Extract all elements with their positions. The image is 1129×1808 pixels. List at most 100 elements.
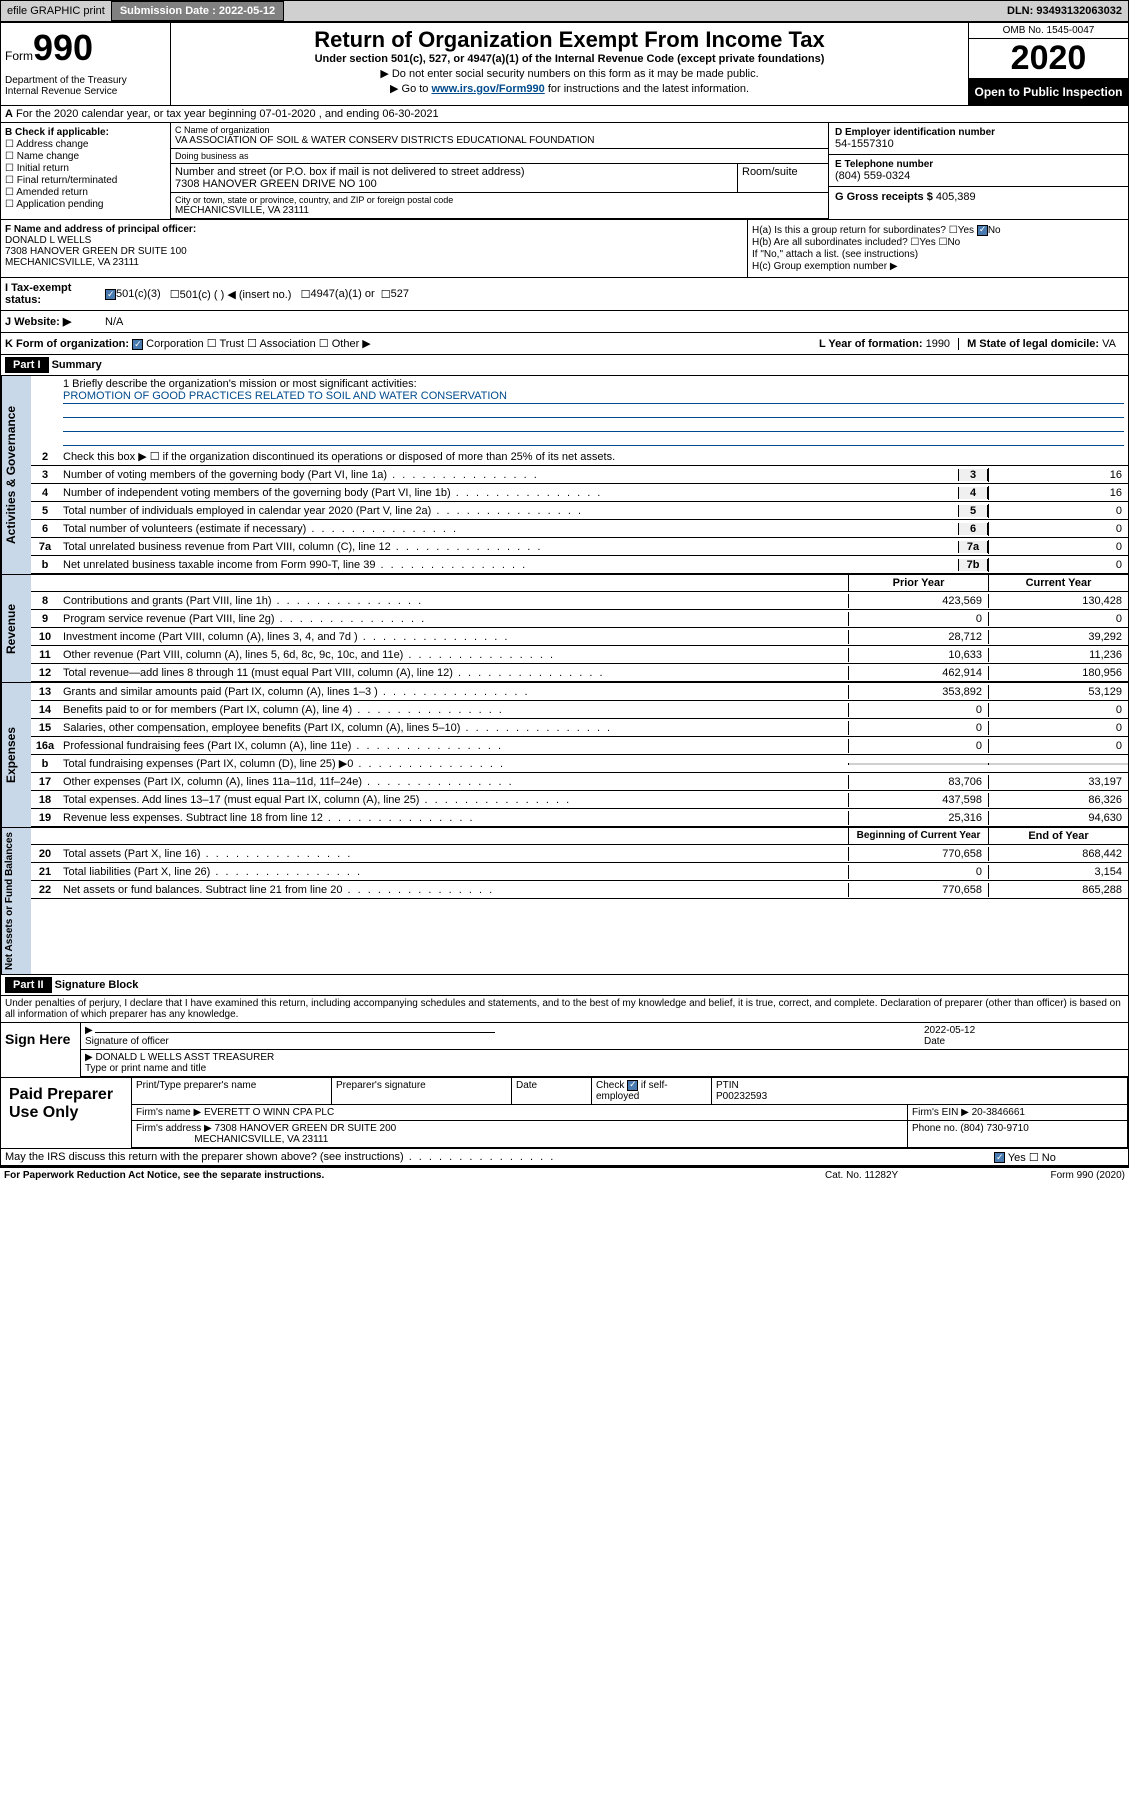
line-4: 4Number of independent voting members of… xyxy=(31,484,1128,502)
instructions-link[interactable]: www.irs.gov/Form990 xyxy=(431,83,544,95)
end-year-header: End of Year xyxy=(988,828,1128,844)
efile-label: efile GRAPHIC print xyxy=(1,2,111,20)
officer-addr1: 7308 HANOVER GREEN DR SUITE 100 xyxy=(5,246,187,257)
line-16a: 16aProfessional fundraising fees (Part I… xyxy=(31,737,1128,755)
chk-501c3[interactable] xyxy=(105,289,116,300)
group-return-box: H(a) Is this a group return for subordin… xyxy=(748,220,1128,277)
revenue-header-row: Prior Year Current Year xyxy=(31,575,1128,592)
net-assets-label: Net Assets or Fund Balances xyxy=(1,828,31,974)
signature-date: 2022-05-12 xyxy=(924,1025,975,1036)
penalty-statement: Under penalties of perjury, I declare th… xyxy=(1,996,1128,1023)
form-header: Form990 Department of the Treasury Inter… xyxy=(1,23,1128,106)
form-footer: Form 990 (2020) xyxy=(985,1170,1125,1181)
top-toolbar: efile GRAPHIC print Submission Date : 20… xyxy=(0,0,1129,22)
chk-amended[interactable]: ☐ Amended return xyxy=(5,187,166,198)
org-name: VA ASSOCIATION OF SOIL & WATER CONSERV D… xyxy=(175,135,824,146)
line-b: bTotal fundraising expenses (Part IX, co… xyxy=(31,755,1128,773)
sign-here-row: Sign Here ▶ Signature of officer 2022-05… xyxy=(1,1023,1128,1077)
form-number: 990 xyxy=(33,27,93,68)
open-inspection-badge: Open to Public Inspection xyxy=(969,79,1128,105)
line-12: 12Total revenue—add lines 8 through 11 (… xyxy=(31,664,1128,682)
firm-addr2: MECHANICSVILLE, VA 23111 xyxy=(194,1134,328,1145)
governance-label: Activities & Governance xyxy=(1,376,31,574)
tax-year: 2020 xyxy=(969,39,1128,79)
fgh-row: F Name and address of principal officer:… xyxy=(1,220,1128,278)
line-8: 8Contributions and grants (Part VIII, li… xyxy=(31,592,1128,610)
telephone-value: (804) 559-0324 xyxy=(835,170,1122,182)
department-label: Department of the Treasury Internal Reve… xyxy=(5,75,166,97)
tax-exempt-row: I Tax-exempt status: 501(c)(3) ☐ 501(c) … xyxy=(1,278,1128,311)
dba-row: Doing business as xyxy=(171,149,828,164)
form-document: Form990 Department of the Treasury Inter… xyxy=(0,22,1129,1167)
revenue-label: Revenue xyxy=(1,575,31,682)
net-header-row: Beginning of Current Year End of Year xyxy=(31,828,1128,845)
firm-name: EVERETT O WINN CPA PLC xyxy=(204,1107,334,1118)
omb-number: OMB No. 1545-0047 xyxy=(969,23,1128,39)
officer-name: DONALD L WELLS xyxy=(5,235,91,246)
form-title: Return of Organization Exempt From Incom… xyxy=(179,27,960,53)
principal-officer-box: F Name and address of principal officer:… xyxy=(1,220,748,277)
line-20: 20Total assets (Part X, line 16)770,6588… xyxy=(31,845,1128,863)
line-2: 2Check this box ▶ ☐ if the organization … xyxy=(31,448,1128,466)
note-link: ▶ Go to www.irs.gov/Form990 for instruct… xyxy=(179,82,960,95)
website-value: N/A xyxy=(105,316,123,328)
discuss-row: May the IRS discuss this return with the… xyxy=(1,1148,1128,1166)
beginning-year-header: Beginning of Current Year xyxy=(848,828,988,844)
chk-final-return[interactable]: ☐ Final return/terminated xyxy=(5,175,166,186)
officer-name-title: DONALD L WELLS ASST TREASURER xyxy=(95,1052,274,1063)
chk-discuss-yes[interactable] xyxy=(994,1152,1005,1163)
line-22: 22Net assets or fund balances. Subtract … xyxy=(31,881,1128,899)
line-17: 17Other expenses (Part IX, column (A), l… xyxy=(31,773,1128,791)
line-18: 18Total expenses. Add lines 13–17 (must … xyxy=(31,791,1128,809)
line-3: 3Number of voting members of the governi… xyxy=(31,466,1128,484)
org-name-row: C Name of organization VA ASSOCIATION OF… xyxy=(171,123,828,149)
expenses-label: Expenses xyxy=(1,683,31,827)
mission-text: PROMOTION OF GOOD PRACTICES RELATED TO S… xyxy=(63,390,1124,404)
form-subtitle: Under section 501(c), 527, or 4947(a)(1)… xyxy=(179,53,960,65)
part2-header: Part II Signature Block xyxy=(1,975,1128,996)
firm-phone: (804) 730-9710 xyxy=(960,1123,1028,1134)
chk-corporation[interactable] xyxy=(132,339,143,350)
city-state-zip: MECHANICSVILLE, VA 23111 xyxy=(175,205,824,216)
year-box: OMB No. 1545-0047 2020 Open to Public In… xyxy=(968,23,1128,105)
cat-number: Cat. No. 11282Y xyxy=(825,1170,985,1181)
line-15: 15Salaries, other compensation, employee… xyxy=(31,719,1128,737)
prior-year-header: Prior Year xyxy=(848,575,988,591)
line-6: 6Total number of volunteers (estimate if… xyxy=(31,520,1128,538)
form-number-box: Form990 Department of the Treasury Inter… xyxy=(1,23,171,105)
sign-here-label: Sign Here xyxy=(1,1023,81,1077)
dln-label: DLN: 93493132063032 xyxy=(1001,2,1128,20)
ptin-value: P00232593 xyxy=(716,1091,767,1102)
chk-initial-return[interactable]: ☐ Initial return xyxy=(5,163,166,174)
title-box: Return of Organization Exempt From Incom… xyxy=(171,23,968,105)
telephone-cell: E Telephone number (804) 559-0324 xyxy=(829,155,1128,187)
firm-addr1: 7308 HANOVER GREEN DR SUITE 200 xyxy=(215,1123,397,1134)
gross-receipts-cell: G Gross receipts $ 405,389 xyxy=(829,187,1128,207)
current-year-header: Current Year xyxy=(988,575,1128,591)
mission-block: 1 Briefly describe the organization's mi… xyxy=(31,376,1128,448)
street-row: Number and street (or P.O. box if mail i… xyxy=(171,164,828,193)
line-19: 19Revenue less expenses. Subtract line 1… xyxy=(31,809,1128,827)
state-domicile: VA xyxy=(1102,338,1116,350)
city-row: City or town, state or province, country… xyxy=(171,193,828,219)
part1-header: Part I Summary xyxy=(1,355,1128,376)
year-formation: 1990 xyxy=(926,338,950,350)
tax-period: A For the 2020 calendar year, or tax yea… xyxy=(1,106,1128,123)
governance-section: Activities & Governance 1 Briefly descri… xyxy=(1,376,1128,575)
line-21: 21Total liabilities (Part X, line 26)03,… xyxy=(31,863,1128,881)
chk-self-employed[interactable] xyxy=(627,1080,638,1091)
chk-ha-no[interactable] xyxy=(977,225,988,236)
revenue-section: Revenue Prior Year Current Year 8Contrib… xyxy=(1,575,1128,683)
chk-name-change[interactable]: ☐ Name change xyxy=(5,151,166,162)
line-10: 10Investment income (Part VIII, column (… xyxy=(31,628,1128,646)
net-assets-section: Net Assets or Fund Balances Beginning of… xyxy=(1,828,1128,975)
chk-pending[interactable]: ☐ Application pending xyxy=(5,199,166,210)
right-info-column: D Employer identification number 54-1557… xyxy=(828,123,1128,219)
org-info-column: C Name of organization VA ASSOCIATION OF… xyxy=(171,123,828,219)
paid-preparer-label: Paid Preparer Use Only xyxy=(1,1078,131,1148)
line-11: 11Other revenue (Part VIII, column (A), … xyxy=(31,646,1128,664)
firm-ein: 20-3846661 xyxy=(972,1107,1025,1118)
submission-date-button[interactable]: Submission Date : 2022-05-12 xyxy=(111,1,284,21)
ein-cell: D Employer identification number 54-1557… xyxy=(829,123,1128,155)
chk-address-change[interactable]: ☐ Address change xyxy=(5,139,166,150)
